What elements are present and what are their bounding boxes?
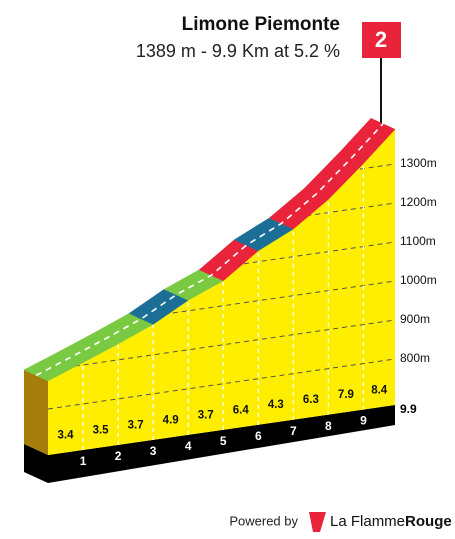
- gradient-label: 6.4: [233, 404, 250, 416]
- x-tick-label: 6: [255, 429, 262, 443]
- gradient-label: 7.9: [338, 389, 354, 401]
- profile-area: [48, 129, 395, 456]
- chart-subtitle: 1389 m - 9.9 Km at 5.2 %: [136, 41, 340, 61]
- brand-a: La Flamme: [330, 513, 405, 530]
- gradient-label: 4.3: [268, 399, 284, 411]
- base-band: [24, 405, 395, 483]
- y-tick-label: 1200m: [400, 195, 437, 209]
- side-face: [24, 369, 48, 455]
- chart-title: Limone Piemonte: [182, 14, 340, 35]
- y-tick-label: 900m: [400, 312, 430, 326]
- center-line: [35, 123, 384, 377]
- gradient-label: 3.4: [58, 430, 75, 442]
- footer-brand: La FlammeRouge: [330, 513, 452, 530]
- footer-powered: Powered by: [229, 513, 298, 528]
- x-tick-label: 2: [115, 449, 122, 463]
- y-tick-label: 1000m: [400, 273, 437, 287]
- gradient-label: 3.5: [93, 424, 110, 436]
- x-tick-label: 9: [360, 414, 367, 428]
- grid-line: [48, 358, 395, 410]
- x-tick-label: 1: [80, 454, 87, 468]
- gradient-label: 4.9: [163, 414, 179, 426]
- x-tick-label: 9.9: [400, 402, 417, 416]
- brand-logo: [309, 512, 326, 532]
- y-tick-label: 1100m: [400, 234, 436, 248]
- x-tick-label: 8: [325, 419, 332, 433]
- category-badge: [362, 22, 401, 58]
- gradient-label: 3.7: [128, 419, 144, 431]
- gradient-label: 6.3: [303, 394, 319, 406]
- plot: 800m 900m 1000m 1100m 1200m 1300m 1 2 3 4 5 6 7 8 9 9.9…: [23, 117, 437, 483]
- brand-b: Rouge: [405, 513, 452, 530]
- x-tick-label: 4: [185, 439, 192, 453]
- gradient-label: 3.7: [198, 409, 214, 421]
- x-tick-label: 3: [150, 444, 157, 458]
- gradient-label: 8.4: [371, 384, 388, 396]
- category-label: 2: [375, 27, 387, 52]
- x-tick-label: 5: [220, 434, 227, 448]
- y-tick-label: 1300m: [400, 156, 437, 170]
- y-tick-label: 800m: [400, 351, 430, 365]
- grid-line: [48, 319, 395, 371]
- x-tick-label: 7: [290, 424, 297, 438]
